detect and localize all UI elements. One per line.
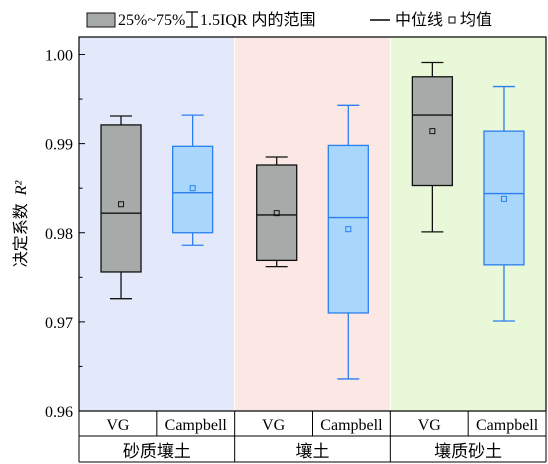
y-tick-label: 1.00 (45, 48, 73, 65)
legend-whisker-symbol (186, 11, 198, 28)
category-table: 砂质壤土 壤土 壤质砂土 VG Campbell VG Campbell VG Campbell (78, 411, 547, 463)
iqr-box (100, 124, 142, 273)
box-1 (100, 115, 142, 300)
y-tick-label: 0.97 (45, 315, 73, 332)
mean-marker (189, 185, 196, 192)
iqr-box (256, 164, 298, 262)
category-label: Campbell (320, 417, 383, 434)
iqr-box (483, 130, 525, 266)
y-tick-label: 0.99 (45, 137, 73, 154)
y-axis-title: 决定系数 R² (12, 180, 30, 268)
box-2 (171, 114, 214, 246)
mean-marker (500, 195, 507, 202)
iqr-box (327, 144, 369, 314)
legend-whisker-label: 1.5IQR 内的范围 (200, 11, 316, 29)
category-label: VG (106, 417, 130, 434)
mean-marker (118, 201, 125, 208)
legend-median-label: 中位线 (395, 11, 443, 29)
mean-marker (429, 128, 436, 135)
iqr-box (171, 145, 214, 234)
category-label: Campbell (165, 417, 228, 434)
legend-mean-label: 均值 (460, 11, 492, 29)
y-axis-title-text: 决定系数 (12, 203, 30, 267)
iqr-box (411, 76, 454, 187)
y-tick-label: 0.98 (45, 226, 73, 243)
box-5 (411, 61, 454, 233)
legend-mean-marker (448, 16, 456, 24)
legend-box-label: 25%~75% (118, 12, 185, 29)
group-backgrounds (79, 37, 546, 411)
group-label: 壤土 (296, 441, 330, 461)
group-label: 壤质砂土 (434, 441, 502, 461)
category-label: VG (262, 417, 286, 434)
group-label: 砂质壤土 (123, 441, 191, 461)
mean-marker (345, 226, 352, 233)
mean-marker (273, 210, 280, 217)
box-6 (483, 85, 525, 322)
legend-box-swatch (86, 12, 116, 28)
y-axis-title-symbol: R² (13, 180, 30, 197)
category-label: VG (418, 417, 442, 434)
y-axis: 0.96 0.97 0.98 0.99 1.00 (45, 48, 85, 421)
y-tick-label: 0.96 (45, 404, 73, 421)
box-4 (327, 104, 369, 380)
legend: 25%~75% 1.5IQR 内的范围 中位线 均值 (86, 11, 492, 29)
box-3 (256, 156, 298, 268)
category-label: Campbell (476, 417, 539, 434)
box-series (100, 61, 525, 380)
